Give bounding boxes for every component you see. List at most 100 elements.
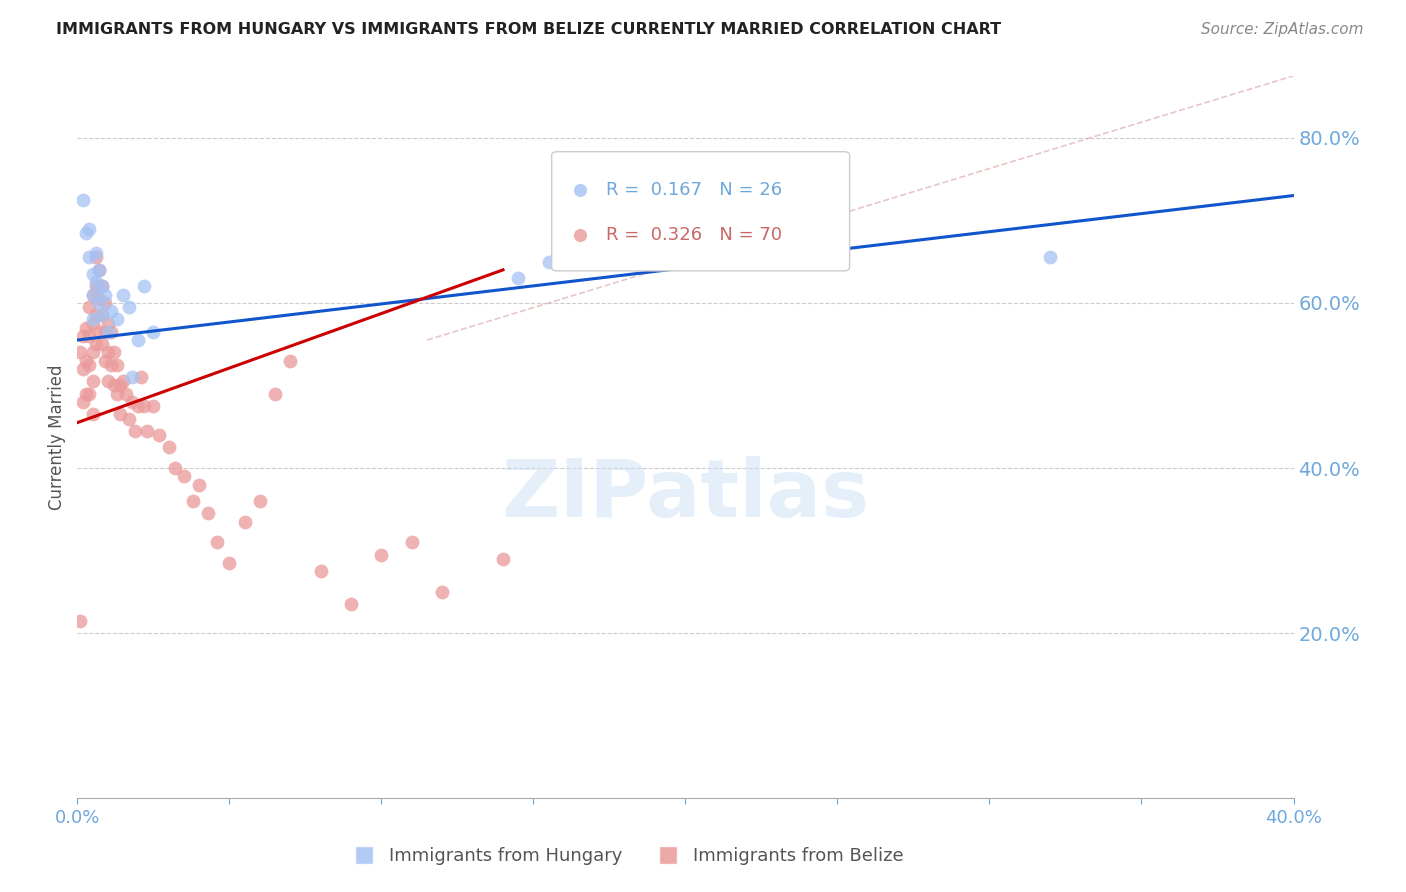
Point: [1322, 96, 1344, 111]
Point: [264, 386, 287, 401]
Point: [72, 362, 94, 376]
Point: [181, 494, 204, 508]
Point: [157, 441, 180, 455]
Point: [148, 428, 170, 442]
Point: [79, 329, 101, 343]
Point: [233, 515, 256, 529]
Point: [197, 507, 219, 521]
Point: [121, 395, 143, 409]
Point: [93, 325, 115, 339]
Point: [93, 287, 115, 301]
Point: [108, 378, 131, 392]
Point: [84, 275, 107, 289]
Point: [84, 337, 107, 351]
Point: [163, 461, 186, 475]
Point: [100, 325, 122, 339]
Point: [401, 535, 423, 549]
Point: [127, 399, 149, 413]
Point: [134, 279, 156, 293]
Point: [82, 287, 104, 301]
Point: [103, 378, 125, 392]
Point: [75, 226, 97, 240]
Point: [79, 221, 101, 235]
Point: [79, 251, 101, 265]
Point: [136, 424, 159, 438]
Point: [142, 399, 165, 413]
Point: [188, 477, 211, 491]
Point: [105, 386, 128, 401]
Point: [87, 263, 110, 277]
Point: [1322, 147, 1344, 161]
Point: [118, 300, 141, 314]
Point: [84, 251, 107, 265]
Point: [430, 585, 453, 599]
Point: [340, 597, 363, 611]
Point: [82, 375, 104, 389]
Point: [100, 358, 122, 372]
Text: R =  0.326   N = 70: R = 0.326 N = 70: [606, 226, 783, 244]
Point: [69, 614, 91, 628]
Point: [537, 254, 560, 268]
Point: [72, 329, 94, 343]
Point: [75, 320, 97, 334]
Point: [108, 408, 131, 422]
Point: [142, 325, 165, 339]
Point: [90, 308, 112, 322]
Point: [492, 552, 515, 566]
Point: [1039, 251, 1062, 265]
Point: [124, 424, 146, 438]
Point: [173, 469, 195, 483]
Point: [105, 312, 128, 326]
Point: [82, 287, 104, 301]
Point: [105, 358, 128, 372]
Y-axis label: Currently Married: Currently Married: [48, 364, 66, 510]
Point: [100, 304, 122, 318]
Point: [90, 279, 112, 293]
Point: [87, 292, 110, 306]
Point: [90, 308, 112, 322]
Point: [134, 399, 156, 413]
Point: [87, 296, 110, 310]
Point: [75, 353, 97, 368]
Point: [93, 296, 115, 310]
Text: Source: ZipAtlas.com: Source: ZipAtlas.com: [1201, 22, 1364, 37]
Point: [97, 375, 120, 389]
Point: [75, 386, 97, 401]
Point: [249, 494, 271, 508]
Point: [370, 548, 392, 562]
Legend: Immigrants from Hungary, Immigrants from Belize: Immigrants from Hungary, Immigrants from…: [339, 840, 911, 872]
Point: [84, 279, 107, 293]
Point: [205, 535, 228, 549]
Point: [72, 395, 94, 409]
Point: [103, 345, 125, 359]
Point: [82, 408, 104, 422]
Point: [82, 345, 104, 359]
Point: [79, 300, 101, 314]
Point: [82, 267, 104, 281]
Point: [87, 325, 110, 339]
Point: [97, 345, 120, 359]
Point: [82, 312, 104, 326]
Point: [82, 317, 104, 331]
Point: [87, 263, 110, 277]
Point: [97, 325, 120, 339]
Point: [115, 386, 138, 401]
Point: [118, 411, 141, 425]
Point: [121, 370, 143, 384]
Point: [79, 386, 101, 401]
Point: [111, 375, 134, 389]
Point: [129, 370, 152, 384]
Text: ZIPatlas: ZIPatlas: [502, 456, 869, 534]
Point: [79, 358, 101, 372]
Point: [278, 353, 301, 368]
Point: [218, 556, 240, 570]
Point: [72, 193, 94, 207]
Point: [508, 271, 530, 285]
Point: [69, 345, 91, 359]
FancyBboxPatch shape: [551, 152, 849, 271]
Point: [97, 317, 120, 331]
Point: [93, 353, 115, 368]
Point: [84, 308, 107, 322]
Text: IMMIGRANTS FROM HUNGARY VS IMMIGRANTS FROM BELIZE CURRENTLY MARRIED CORRELATION : IMMIGRANTS FROM HUNGARY VS IMMIGRANTS FR…: [56, 22, 1001, 37]
Point: [84, 246, 107, 260]
